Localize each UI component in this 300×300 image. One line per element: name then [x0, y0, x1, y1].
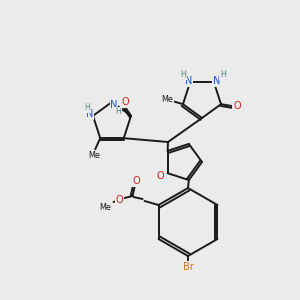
Text: H: H [115, 107, 121, 116]
Text: H: H [180, 70, 186, 79]
Text: Me: Me [88, 151, 100, 160]
Text: O: O [121, 97, 129, 107]
Text: O: O [233, 101, 241, 111]
Text: Me: Me [161, 95, 173, 104]
Text: N: N [110, 100, 118, 110]
Text: Br: Br [183, 262, 194, 272]
Text: Me: Me [100, 202, 112, 211]
Text: H: H [220, 70, 226, 79]
Text: O: O [133, 176, 140, 186]
Text: O: O [116, 195, 123, 205]
Text: N: N [184, 76, 192, 86]
Text: O: O [157, 171, 164, 181]
Text: N: N [86, 109, 94, 119]
Text: N: N [213, 76, 220, 86]
Text: H: H [84, 103, 90, 112]
